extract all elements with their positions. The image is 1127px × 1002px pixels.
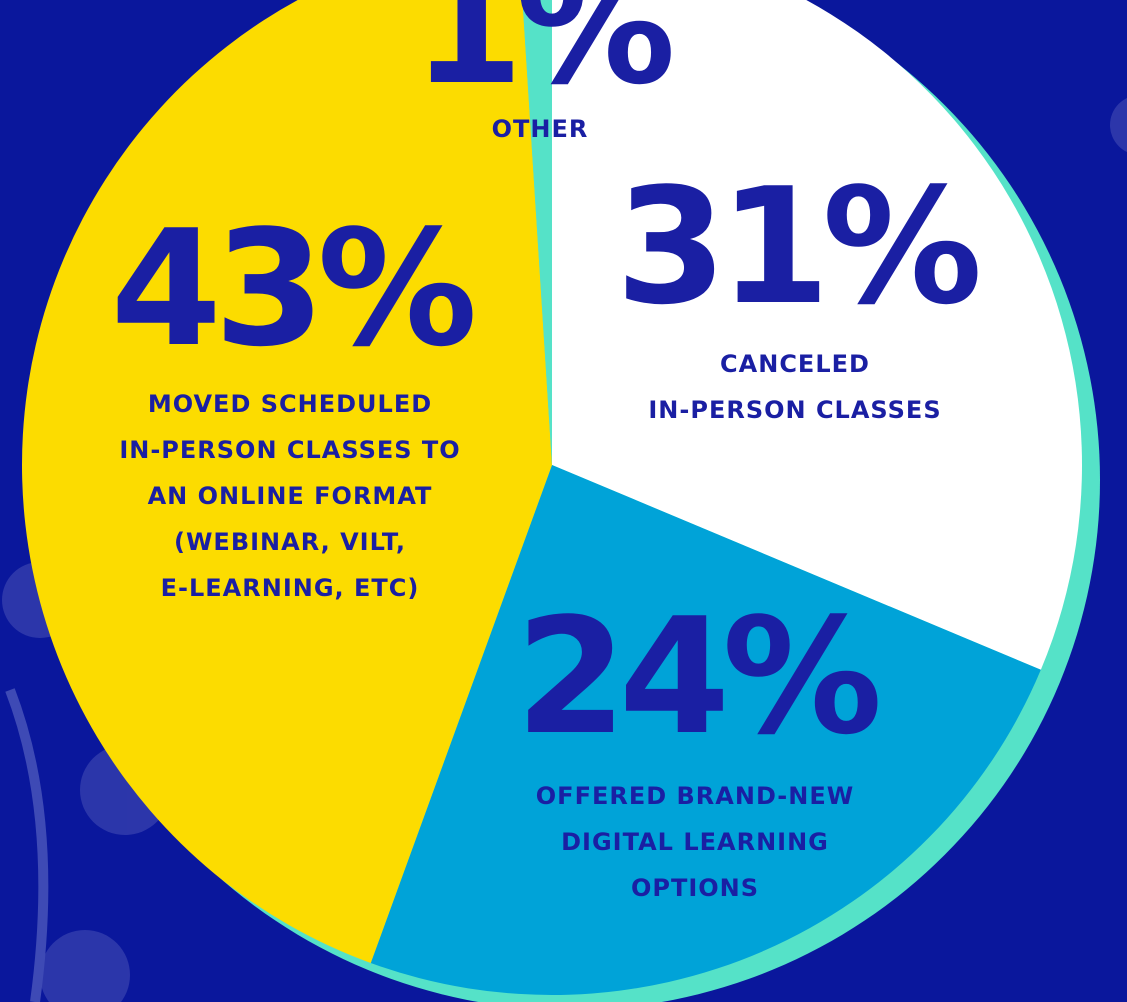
pie-slice bbox=[552, 0, 1082, 670]
value-label: 1% bbox=[412, 0, 671, 120]
pie-slice bbox=[22, 0, 552, 964]
value-label: 43% bbox=[111, 195, 474, 382]
category-label: OFFERED BRAND-NEW bbox=[536, 782, 854, 810]
category-label: OPTIONS bbox=[631, 874, 759, 902]
category-label: CANCELED bbox=[720, 350, 870, 378]
category-label: (WEBINAR, VILT, bbox=[174, 528, 406, 556]
value-label: 24% bbox=[516, 583, 879, 770]
category-label: IN-PERSON CLASSES TO bbox=[119, 436, 460, 464]
category-label: IN-PERSON CLASSES bbox=[648, 396, 941, 424]
category-label: DIGITAL LEARNING bbox=[561, 828, 829, 856]
pie-slice bbox=[370, 465, 1041, 996]
value-label: 31% bbox=[616, 153, 979, 340]
pie-slice bbox=[522, 0, 552, 465]
category-label: E-LEARNING, ETC) bbox=[161, 574, 420, 602]
category-label: AN ONLINE FORMAT bbox=[148, 482, 433, 510]
category-label: OTHER bbox=[492, 115, 589, 143]
category-label: MOVED SCHEDULED bbox=[148, 390, 432, 418]
